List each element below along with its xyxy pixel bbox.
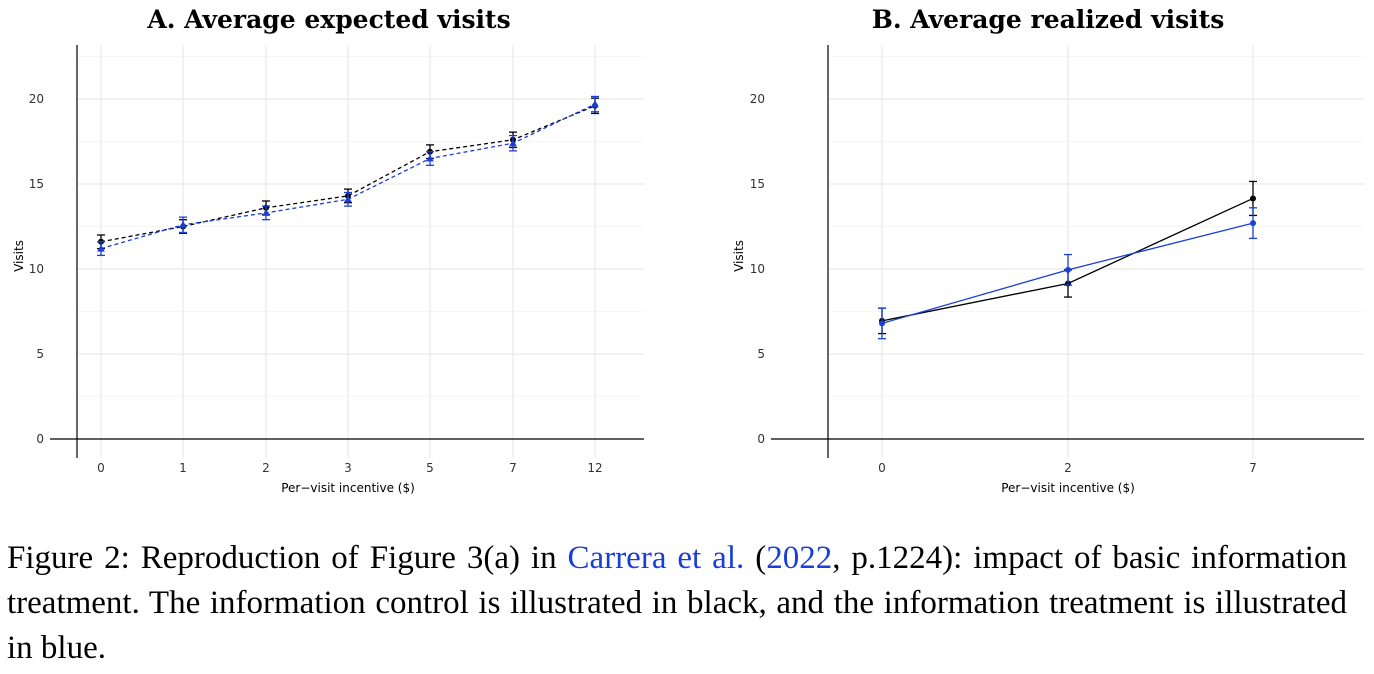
data-point xyxy=(591,100,599,108)
data-point xyxy=(879,320,885,327)
y-tick-label: 10 xyxy=(750,262,765,276)
x-tick-label: 0 xyxy=(878,461,886,475)
y-tick-label: 20 xyxy=(750,92,765,106)
data-point xyxy=(509,139,517,147)
panel-a-ylabel: Visits xyxy=(12,240,26,272)
y-tick-label: 0 xyxy=(757,432,765,446)
data-point xyxy=(179,220,187,228)
y-tick-label: 10 xyxy=(29,262,44,276)
x-tick-label: 7 xyxy=(509,461,517,475)
y-tick-label: 20 xyxy=(29,92,44,106)
y-tick-label: 15 xyxy=(750,177,765,191)
y-tick-label: 5 xyxy=(36,347,44,361)
x-tick-label: 2 xyxy=(1064,461,1072,475)
x-tick-label: 0 xyxy=(97,461,105,475)
data-point xyxy=(1065,266,1071,273)
figure-caption: Figure 2: Reproduction of Figure 3(a) in… xyxy=(7,536,1347,671)
data-point xyxy=(426,154,434,162)
citation-year-link[interactable]: 2022 xyxy=(766,540,833,576)
panel-a-title: A. Average expected visits xyxy=(146,5,510,34)
caption-prefix: Figure 2: Reproduction of Figure 3(a) in xyxy=(7,540,568,576)
data-point xyxy=(1250,195,1256,202)
panel-b-realized-visits: B. Average realized visits 0 5 10 15 20 0 2 7 P… xyxy=(732,5,1364,495)
x-tick-label: 3 xyxy=(344,461,352,475)
x-tick-label: 2 xyxy=(262,461,270,475)
x-tick-label: 7 xyxy=(1249,461,1257,475)
data-point xyxy=(1250,220,1256,227)
x-tick-label: 12 xyxy=(587,461,602,475)
x-tick-label: 1 xyxy=(179,461,187,475)
panel-a-xlabel: Per−visit incentive ($) xyxy=(281,481,415,495)
caption-paren: ( xyxy=(744,540,767,576)
y-tick-label: 0 xyxy=(36,432,44,446)
citation-authors-link[interactable]: Carrera et al. xyxy=(567,540,745,576)
data-point xyxy=(344,195,352,203)
panel-b-title: B. Average realized visits xyxy=(872,5,1225,34)
x-tick-label: 5 xyxy=(426,461,434,475)
panel-b-ylabel: Visits xyxy=(732,240,746,272)
panel-b-xlabel: Per−visit incentive ($) xyxy=(1001,481,1135,495)
data-point xyxy=(262,208,270,216)
caption-rest: , p.1224): impact of basic information t… xyxy=(7,540,1347,666)
y-tick-label: 15 xyxy=(29,177,44,191)
y-tick-label: 5 xyxy=(757,347,765,361)
data-point xyxy=(97,244,105,252)
